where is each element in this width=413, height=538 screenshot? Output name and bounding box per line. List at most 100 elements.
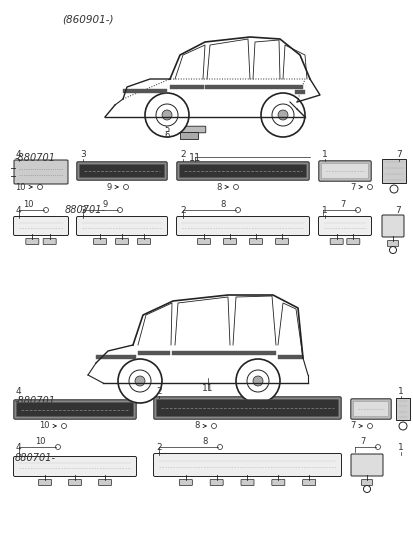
Text: 7: 7 [395,150,401,159]
Text: 10: 10 [39,421,50,430]
Text: 9: 9 [102,200,108,209]
FancyBboxPatch shape [14,457,136,477]
Text: -880701: -880701 [15,153,56,163]
Circle shape [161,110,171,120]
FancyBboxPatch shape [17,402,133,416]
Circle shape [211,423,216,428]
Circle shape [398,422,406,430]
Text: 2: 2 [156,443,161,452]
Circle shape [233,185,238,189]
Circle shape [217,444,222,450]
Circle shape [38,185,43,189]
FancyBboxPatch shape [223,238,236,244]
FancyBboxPatch shape [174,126,205,133]
FancyBboxPatch shape [387,240,398,246]
Circle shape [118,359,161,403]
FancyBboxPatch shape [77,162,167,180]
Circle shape [363,485,370,492]
Bar [171,351,275,355]
FancyBboxPatch shape [76,216,167,236]
FancyBboxPatch shape [156,400,338,416]
Circle shape [367,185,372,189]
Text: 880701-: 880701- [65,205,106,215]
FancyBboxPatch shape [197,238,210,244]
Bar [96,355,136,359]
Circle shape [156,104,178,126]
Bar [138,351,170,355]
Text: (860901-): (860901-) [62,15,113,25]
FancyBboxPatch shape [179,165,306,178]
Circle shape [55,444,60,450]
Circle shape [277,110,287,120]
Text: 6: 6 [164,131,170,140]
FancyBboxPatch shape [14,400,136,419]
FancyBboxPatch shape [176,162,309,180]
FancyBboxPatch shape [68,479,81,485]
Circle shape [235,359,279,403]
FancyBboxPatch shape [321,164,368,179]
Text: 1: 1 [321,150,327,159]
Bar [123,89,166,93]
Text: 7: 7 [394,206,400,215]
Circle shape [247,370,268,392]
Circle shape [271,104,293,126]
Text: 1: 1 [321,206,327,215]
FancyBboxPatch shape [318,161,370,181]
FancyBboxPatch shape [14,160,68,184]
FancyBboxPatch shape [14,216,68,236]
Circle shape [252,376,262,386]
Text: 7: 7 [350,421,355,430]
Text: 4: 4 [16,443,21,452]
FancyBboxPatch shape [93,238,106,244]
Bar [170,85,204,89]
Bar [395,398,409,420]
FancyBboxPatch shape [361,479,372,485]
Circle shape [43,208,48,213]
Text: 1: 1 [397,443,403,452]
Circle shape [367,423,372,428]
Text: 10: 10 [24,200,34,209]
Text: 2: 2 [180,206,185,215]
FancyBboxPatch shape [43,238,56,244]
Circle shape [145,93,189,137]
FancyBboxPatch shape [115,238,128,244]
Bar [180,132,197,139]
Text: -880701: -880701 [15,396,56,406]
FancyBboxPatch shape [275,238,288,244]
FancyBboxPatch shape [179,479,192,485]
Text: 8: 8 [216,182,221,192]
Circle shape [62,423,66,428]
Text: 8: 8 [220,200,225,209]
FancyBboxPatch shape [26,238,39,244]
FancyBboxPatch shape [350,399,390,419]
Text: 2: 2 [156,387,161,396]
FancyBboxPatch shape [271,479,284,485]
Text: 5: 5 [164,124,170,133]
Circle shape [123,185,128,189]
Text: 880701-: 880701- [15,453,56,463]
FancyBboxPatch shape [330,238,342,244]
FancyBboxPatch shape [38,479,51,485]
Circle shape [389,246,396,253]
FancyBboxPatch shape [98,479,111,485]
Text: 2: 2 [180,150,185,159]
FancyBboxPatch shape [353,401,387,416]
Text: 7: 7 [360,437,365,446]
Text: 3: 3 [80,150,85,159]
FancyBboxPatch shape [240,479,254,485]
Circle shape [135,376,145,386]
Text: 8: 8 [202,437,207,446]
Text: 10: 10 [36,437,46,446]
Text: 11: 11 [202,384,213,393]
Text: 4: 4 [16,206,21,215]
Text: 3: 3 [80,206,85,215]
FancyBboxPatch shape [153,397,340,419]
FancyBboxPatch shape [249,238,262,244]
FancyBboxPatch shape [79,165,164,178]
FancyBboxPatch shape [302,479,315,485]
Circle shape [117,208,122,213]
Text: 7: 7 [350,182,355,192]
FancyBboxPatch shape [153,454,341,477]
Bar [294,90,304,94]
Text: 9: 9 [107,182,112,192]
